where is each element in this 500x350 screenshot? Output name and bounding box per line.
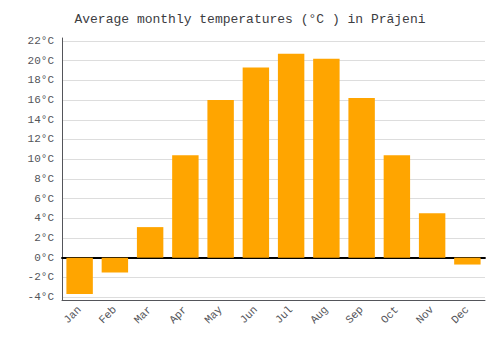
- svg-text:Jan: Jan: [61, 304, 83, 326]
- svg-text:6°C: 6°C: [34, 193, 54, 205]
- svg-text:May: May: [202, 303, 225, 326]
- svg-text:2°C: 2°C: [34, 232, 54, 244]
- svg-text:10°C: 10°C: [28, 153, 55, 165]
- svg-text:4°C: 4°C: [34, 212, 54, 224]
- svg-text:Nov: Nov: [414, 303, 437, 326]
- svg-text:Oct: Oct: [379, 304, 401, 326]
- svg-text:20°C: 20°C: [28, 55, 55, 67]
- svg-text:Apr: Apr: [167, 304, 189, 326]
- svg-text:12°C: 12°C: [28, 133, 55, 145]
- svg-text:Jun: Jun: [238, 304, 260, 326]
- svg-text:Aug: Aug: [308, 304, 330, 326]
- svg-text:0°C: 0°C: [34, 252, 54, 264]
- svg-text:16°C: 16°C: [28, 94, 55, 106]
- svg-text:22°C: 22°C: [28, 35, 55, 47]
- svg-text:Dec: Dec: [449, 304, 471, 326]
- svg-text:Average monthly temperatures (: Average monthly temperatures (°C ) in Pr…: [74, 12, 425, 27]
- svg-text:Jul: Jul: [273, 304, 295, 326]
- svg-text:Feb: Feb: [97, 304, 119, 326]
- svg-text:-4°C: -4°C: [28, 291, 55, 303]
- svg-text:-2°C: -2°C: [28, 271, 55, 283]
- svg-text:14°C: 14°C: [28, 114, 55, 126]
- svg-text:18°C: 18°C: [28, 74, 55, 86]
- svg-text:Sep: Sep: [343, 304, 365, 326]
- svg-text:8°C: 8°C: [34, 173, 54, 185]
- svg-text:Mar: Mar: [132, 304, 154, 326]
